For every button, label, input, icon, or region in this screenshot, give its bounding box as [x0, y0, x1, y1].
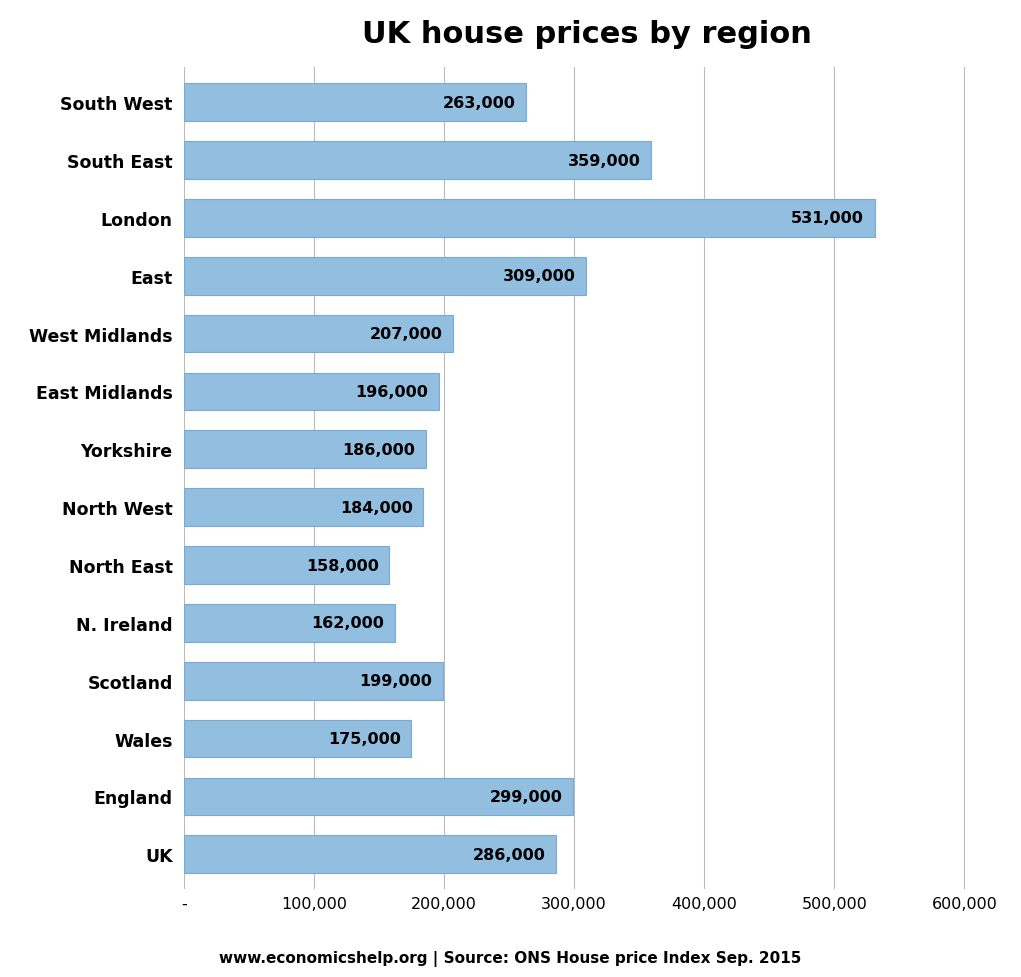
- Bar: [184, 84, 526, 122]
- Bar: [184, 778, 573, 816]
- Bar: [184, 662, 443, 700]
- Text: www.economicshelp.org | Source: ONS House price Index Sep. 2015: www.economicshelp.org | Source: ONS Hous…: [220, 951, 801, 966]
- Text: 175,000: 175,000: [328, 732, 401, 746]
- Text: 196,000: 196,000: [355, 385, 429, 400]
- Text: 531,000: 531,000: [791, 211, 864, 226]
- Text: 199,000: 199,000: [359, 673, 432, 689]
- Text: 286,000: 286,000: [473, 847, 545, 862]
- Text: 207,000: 207,000: [370, 326, 443, 342]
- Bar: [184, 200, 875, 237]
- Text: 184,000: 184,000: [340, 500, 412, 515]
- Text: 186,000: 186,000: [342, 443, 416, 457]
- Text: 309,000: 309,000: [502, 269, 576, 284]
- Bar: [184, 835, 555, 873]
- Text: 359,000: 359,000: [568, 153, 640, 168]
- Text: 162,000: 162,000: [311, 616, 384, 631]
- Title: UK house prices by region: UK house prices by region: [362, 21, 812, 50]
- Text: 263,000: 263,000: [443, 96, 516, 110]
- Bar: [184, 547, 389, 584]
- Text: 299,000: 299,000: [489, 789, 563, 804]
- Bar: [184, 316, 453, 353]
- Bar: [184, 258, 586, 295]
- Text: 158,000: 158,000: [306, 558, 379, 573]
- Bar: [184, 373, 439, 410]
- Bar: [184, 605, 394, 642]
- Bar: [184, 488, 423, 527]
- Bar: [184, 431, 426, 469]
- Bar: [184, 142, 650, 180]
- Bar: [184, 720, 411, 757]
